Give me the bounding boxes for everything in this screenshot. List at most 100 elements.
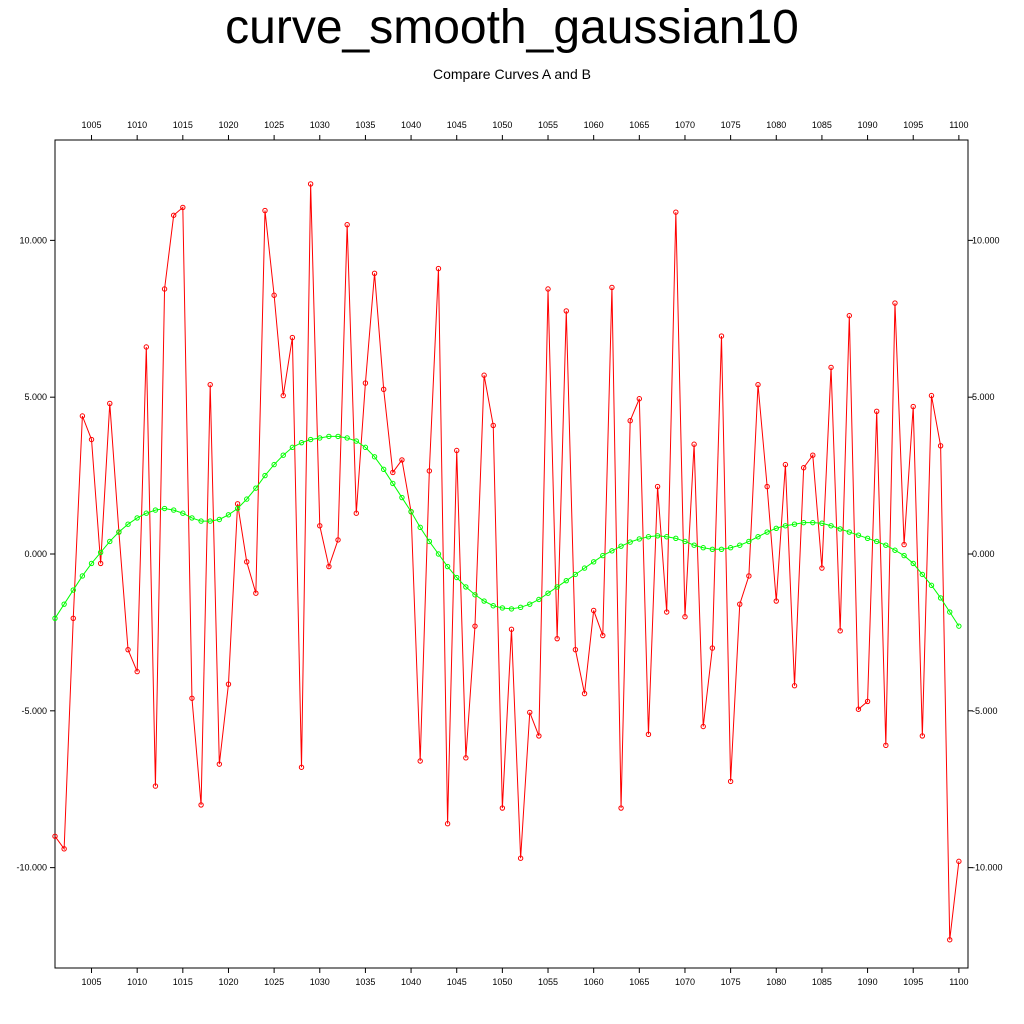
series-1-point [417,758,423,764]
series-2-point [937,595,944,601]
series-1-point [326,563,332,570]
series-2-point [61,601,67,607]
x-tick-label-bottom: 1055 [538,977,558,987]
series-1-point [472,623,478,629]
series-1-point [645,731,652,738]
series-1-point [244,559,250,565]
series-1-point [928,392,935,399]
series-1-point [463,755,469,761]
y-tick-label-left: -10.000 [16,863,47,873]
x-tick-label-top: 1045 [447,120,467,130]
series-2-point [600,552,606,559]
series-2-point [399,494,405,501]
series-2-point [773,525,779,531]
series-2-point [846,529,853,535]
series-2-point [618,543,624,549]
series-1-point [837,628,843,634]
series-1-point [280,392,286,399]
series-2-point [125,521,131,527]
series-1-point [435,265,442,272]
x-tick-label-top: 1040 [401,120,421,130]
x-tick-label-bottom: 1010 [127,977,147,987]
x-tick-label-top: 1010 [127,120,147,130]
series-1-point [791,683,798,689]
series-2-point [189,515,195,521]
series-1-point [819,565,825,571]
series-1-point [216,761,223,767]
series-2-point [590,559,597,565]
series-2-point [627,539,633,545]
series-2-point [97,549,104,556]
y-tick-label-left: 5.000 [24,392,47,402]
x-tick-label-top: 1085 [812,120,832,130]
x-tick-label-bottom: 1085 [812,977,832,987]
x-tick-label-top: 1025 [264,120,284,130]
series-2-point [390,480,396,487]
series-1-point [727,778,734,785]
series-2-point [508,606,515,612]
y-tick-label-right: -5.000 [972,706,998,716]
series-2-point [737,542,743,548]
series-1-point [718,333,725,339]
series-2-point [161,505,168,512]
y-tick-label-left: -5.000 [21,706,47,716]
series-2-point [645,534,652,540]
chart-subtitle: Compare Curves A and B [433,66,591,82]
y-axis-left: -10.000 -5.000 0.000 5.000 10.000 [16,235,55,873]
x-axis-bottom: 1005 1010 1015 1020 1025 1030 1035 1040 1045 1050… [82,968,969,987]
series-2-point [152,507,159,513]
x-tick-label-bottom: 1070 [675,977,695,987]
series-2-point [426,538,433,545]
x-tick-label-bottom: 1050 [492,977,512,987]
x-tick-label-top: 1005 [82,120,102,130]
series-2-point [335,433,341,440]
series-1-point [773,598,779,604]
series-2-point [107,538,113,545]
series-1-point [481,372,487,378]
series-1-point [737,601,743,607]
series-2-point [463,584,469,590]
series-1-point [846,312,853,319]
series-2-point [444,563,451,570]
series-1-point [399,457,405,463]
series-2-point [910,560,916,567]
series-2-point [581,565,588,571]
series-1-point [134,668,140,675]
series-1-point [563,308,569,314]
series-2-point [892,547,898,553]
series-1-point [88,436,95,443]
series-1-point [654,483,661,490]
x-tick-label-bottom: 1100 [949,977,968,987]
x-tick-label-top: 1030 [310,120,330,130]
series-2-point [764,529,770,535]
x-tick-label-top: 1020 [218,120,238,130]
series-2-point [691,542,697,548]
series-1-point [828,364,834,371]
series-2-point [454,574,460,581]
series-2-point [289,444,296,451]
x-tick-label-bottom: 1005 [82,977,102,987]
series-2-point [490,603,496,609]
series-2-point [536,596,542,603]
series-1-point [97,560,104,567]
series-2-point [472,592,478,598]
series-1-point [517,855,524,861]
chart-title: curve_smooth_gaussian10 [225,1,799,54]
x-tick-label-top: 1070 [675,120,695,130]
series-1-point [947,937,953,943]
series-2-point [371,454,378,460]
series-1-point [855,706,862,712]
series-1-point [207,381,213,388]
series-1-point [180,204,186,211]
series-2-point [262,472,268,479]
series-1-point [198,802,204,808]
series-2-point [682,538,688,545]
series-1-point [362,380,369,386]
series-2-point [362,444,369,451]
series-2-point [307,436,314,443]
y-tick-label-right: 10.000 [972,235,1000,245]
series-1-point [107,400,113,407]
series-1-point [454,447,460,454]
series-1-point [426,468,433,474]
